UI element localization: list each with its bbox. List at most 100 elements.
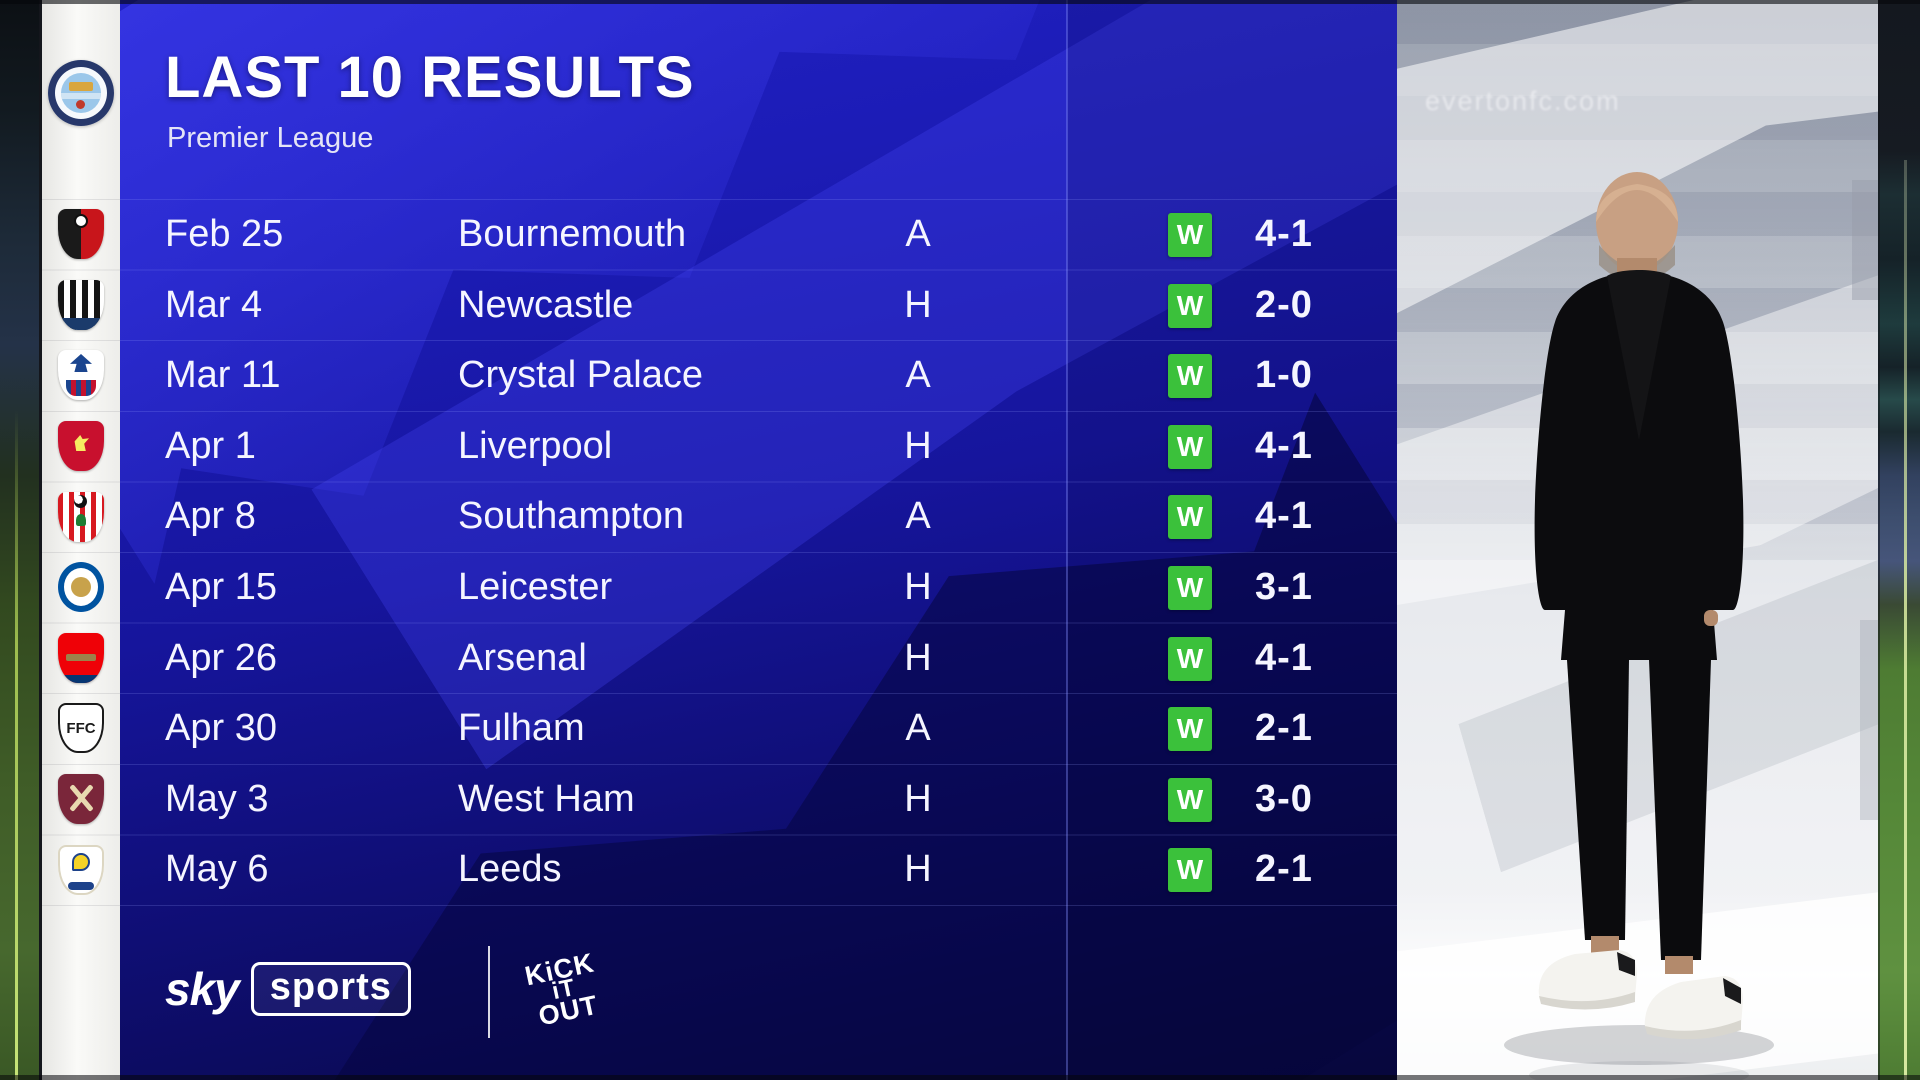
result-badge: W xyxy=(1168,424,1212,469)
badge-southampton-icon xyxy=(58,492,104,542)
result-badge: W xyxy=(1168,848,1212,893)
sky-sports-logo: sky sports xyxy=(165,962,411,1016)
logo-divider xyxy=(488,946,490,1038)
opponent-name: Newcastle xyxy=(458,283,634,326)
result-badge: W xyxy=(1168,495,1212,540)
venue-indicator: H xyxy=(904,283,932,326)
edge-step xyxy=(1860,620,1878,820)
shield-shape xyxy=(58,703,104,753)
table-row: Apr 15 Leicester H W 3-1 xyxy=(120,552,1397,623)
match-score: 4-1 xyxy=(1255,636,1313,679)
venue-indicator: A xyxy=(905,707,931,750)
opponent-name: Crystal Palace xyxy=(458,354,703,397)
match-score: 4-1 xyxy=(1255,213,1313,255)
match-date: Apr 1 xyxy=(165,424,256,467)
result-badge: W xyxy=(1168,707,1212,752)
match-date: Mar 4 xyxy=(165,283,263,326)
broadcast-frame-left xyxy=(0,0,42,1080)
page-title: LAST 10 RESULTS xyxy=(165,45,695,110)
badge-arsenal-icon xyxy=(58,633,104,683)
ship-motif xyxy=(69,82,93,91)
edge-step xyxy=(1852,180,1878,300)
match-date: Apr 30 xyxy=(165,707,277,750)
opponent-name: Leicester xyxy=(458,565,613,608)
shield-shape xyxy=(58,633,104,683)
match-score: 2-0 xyxy=(1255,283,1313,326)
shield-shape xyxy=(58,421,104,471)
opponent-name: Bournemouth xyxy=(458,213,687,255)
results-table: Feb 25 Bournemouth A W 4-1 Mar 4 Newcast… xyxy=(120,199,1397,905)
manager-photo xyxy=(1504,172,1774,1080)
venue-indicator: H xyxy=(904,565,932,608)
club-badge-manchester-city-icon xyxy=(48,60,114,126)
match-score: 2-1 xyxy=(1255,707,1313,750)
table-row: Mar 11 Crystal Palace A W 1-0 xyxy=(120,340,1397,411)
match-date: Mar 11 xyxy=(165,354,281,397)
match-date: Apr 26 xyxy=(165,636,277,679)
badge-leeds-icon xyxy=(58,845,104,895)
shield-shape xyxy=(58,280,104,330)
shield-shape xyxy=(58,845,104,895)
sky-wordmark: sky xyxy=(165,963,240,1015)
match-date: May 3 xyxy=(165,777,269,820)
badge-leicester-icon xyxy=(58,562,104,612)
match-score: 4-1 xyxy=(1255,495,1313,538)
frame-bottom-edge xyxy=(0,1075,1920,1080)
venue-indicator: H xyxy=(904,636,932,679)
result-column-shade xyxy=(1067,0,1397,1080)
frame-seam xyxy=(39,0,42,1080)
venue-indicator: A xyxy=(905,354,931,397)
table-row: Apr 1 Liverpool H W 4-1 xyxy=(120,411,1397,482)
opponent-name: West Ham xyxy=(458,777,635,820)
table-row: Apr 26 Arsenal H W 4-1 xyxy=(120,623,1397,694)
result-badge: W xyxy=(1168,636,1212,681)
venue-indicator: A xyxy=(905,213,931,255)
sports-wordmark: sports xyxy=(250,962,411,1016)
venue-indicator: H xyxy=(904,848,932,891)
match-score: 3-1 xyxy=(1255,565,1313,608)
kick-it-out-logo: KiCK iT OUT xyxy=(505,931,624,1050)
kick-it-out-line: OUT xyxy=(535,989,601,1032)
badge-liverpool-icon xyxy=(58,421,104,471)
match-date: Apr 8 xyxy=(165,495,256,538)
opponent-name: Fulham xyxy=(458,707,585,750)
opponent-name: Liverpool xyxy=(458,424,613,467)
table-row: Feb 25 Bournemouth A W 4-1 xyxy=(120,199,1397,270)
broadcast-frame-right xyxy=(1878,0,1920,1080)
match-score: 2-1 xyxy=(1255,848,1313,891)
result-badge: W xyxy=(1168,213,1212,257)
shield-shape xyxy=(58,562,104,612)
shield-shape xyxy=(58,492,104,542)
match-score: 4-1 xyxy=(1255,424,1313,467)
results-panel: LAST 10 RESULTS Premier League Feb 25 Bo… xyxy=(120,0,1397,1080)
venue-indicator: H xyxy=(904,777,932,820)
badge-bournemouth-icon xyxy=(58,209,104,259)
result-badge: W xyxy=(1168,283,1212,328)
page-subtitle: Premier League xyxy=(167,122,374,154)
table-row: Mar 4 Newcastle H W 2-0 xyxy=(120,270,1397,341)
result-badge: W xyxy=(1168,354,1212,399)
pitch-line-blur xyxy=(15,410,18,1080)
result-badge: W xyxy=(1168,777,1212,822)
column-divider-line xyxy=(1066,0,1068,1080)
footer: sky sports KiCK iT OUT xyxy=(120,938,1067,1048)
shield-shape xyxy=(58,774,104,824)
badge-newcastle-icon xyxy=(58,280,104,330)
badge-crystal-palace-icon xyxy=(58,350,104,400)
frame-highlight-line xyxy=(1904,160,1907,1080)
river-band-motif xyxy=(61,93,101,99)
badge-fulham-icon xyxy=(58,703,104,753)
rose-motif xyxy=(76,100,85,109)
table-row: May 6 Leeds H W 2-1 xyxy=(120,834,1397,905)
shield-shape xyxy=(58,209,104,259)
table-row: Apr 30 Fulham A W 2-1 xyxy=(120,693,1397,764)
table-row: May 3 West Ham H W 3-0 xyxy=(120,764,1397,835)
club-badge-inner xyxy=(61,73,101,113)
match-date: May 6 xyxy=(165,848,269,891)
match-date: Feb 25 xyxy=(165,213,284,255)
opponent-name: Arsenal xyxy=(458,636,587,679)
opponent-name: Leeds xyxy=(458,848,562,891)
venue-indicator: A xyxy=(905,495,931,538)
match-score: 3-0 xyxy=(1255,777,1313,820)
